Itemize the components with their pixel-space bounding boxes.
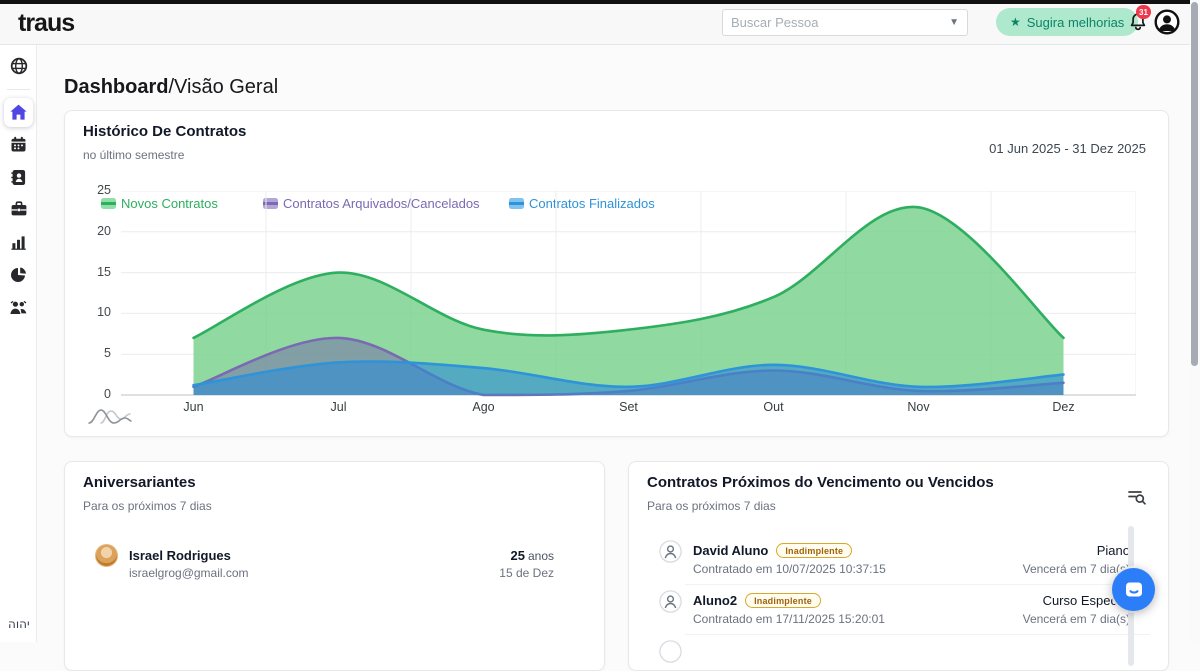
y-axis-tick: 20 <box>97 224 111 238</box>
status-badge: Inadimplente <box>745 593 821 608</box>
expiring-contracts-card: Contratos Próximos do Vencimento ou Venc… <box>628 461 1169 671</box>
x-axis-label: Jun <box>183 400 203 414</box>
y-axis-tick: 10 <box>97 305 111 319</box>
birthday-date: 15 de Dez <box>499 566 554 580</box>
sidebar: יהוה <box>0 45 37 642</box>
birthdays-card: Aniversariantes Para os próximos 7 dias … <box>64 461 605 671</box>
legend-swatch-blue <box>509 198 524 209</box>
card-subtitle: no último semestre <box>83 148 185 162</box>
legend-label: Novos Contratos <box>121 196 218 211</box>
chat-bubble-icon <box>1125 582 1142 596</box>
address-book-icon <box>11 169 26 185</box>
card-subtitle: Para os próximos 7 dias <box>83 499 212 513</box>
legend-contratos-finalizados[interactable]: Contratos Finalizados <box>509 196 655 211</box>
sidebar-item-statistics[interactable] <box>0 261 37 287</box>
top-loading-strip <box>0 0 1200 4</box>
legend-contratos-arquivados[interactable]: Contratos Arquivados/Cancelados <box>263 196 480 211</box>
sidebar-item-reports[interactable] <box>0 229 37 255</box>
breadcrumb: Dashboard/Visão Geral <box>64 76 278 99</box>
search-placeholder: Buscar Pessoa <box>731 15 819 30</box>
y-axis-tick: 15 <box>97 265 111 279</box>
sidebar-footer-text: יהוה <box>8 617 30 631</box>
chat-widget-button[interactable] <box>1112 568 1155 611</box>
globe-icon <box>10 57 27 75</box>
contracts-area-chart: Jun Jul Ago Set Out Nov Dez <box>121 191 1136 414</box>
card-title: Aniversariantes <box>83 474 196 491</box>
card-title: Contratos Próximos do Vencimento ou Venc… <box>647 474 994 491</box>
contract-date: Contratado em 10/07/2025 10:37:15 <box>693 562 886 576</box>
x-axis-label: Ago <box>472 400 494 414</box>
card-title: Histórico De Contratos <box>83 123 247 140</box>
y-axis-tick: 25 <box>97 183 111 197</box>
sidebar-item-home[interactable] <box>0 99 37 125</box>
bar-chart-icon <box>11 235 26 250</box>
app-logo: traus <box>18 9 75 37</box>
contract-due: Vencerá em 7 dia(s) <box>1022 612 1130 626</box>
legend-novos-contratos[interactable]: Novos Contratos <box>101 196 218 211</box>
x-axis-label: Nov <box>907 400 930 414</box>
legend-label: Contratos Finalizados <box>529 196 655 211</box>
sidebar-item-contacts[interactable] <box>0 164 37 190</box>
contract-course: Piano <box>1096 543 1130 558</box>
x-axis-label: Dez <box>1052 400 1074 414</box>
contract-due: Vencerá em 7 dia(s) <box>1022 562 1130 576</box>
y-axis-tick: 0 <box>104 387 111 401</box>
notification-count-badge: 31 <box>1136 5 1151 19</box>
top-bar: traus Buscar Pessoa ▼ ★ Sugira melhorias… <box>0 0 1200 45</box>
legend-swatch-purple <box>263 198 278 209</box>
sidebar-item-globe[interactable] <box>0 53 37 79</box>
contract-date: Contratado em 17/11/2025 15:20:01 <box>693 612 885 626</box>
person-photo-avatar <box>95 544 118 567</box>
legend-label: Contratos Arquivados/Cancelados <box>283 196 480 211</box>
sidebar-divider <box>7 89 30 90</box>
contracts-history-card: Histórico De Contratos no último semestr… <box>64 110 1169 437</box>
people-icon <box>10 300 27 314</box>
x-axis-label: Jul <box>331 400 347 414</box>
pie-chart-icon <box>11 266 26 282</box>
notifications-button[interactable]: 31 <box>1126 5 1152 36</box>
contract-course: Curso Especial <box>1042 593 1130 608</box>
mini-hills-icon <box>88 409 132 424</box>
sidebar-item-community[interactable] <box>0 294 37 320</box>
chevron-down-icon: ▼ <box>949 17 959 28</box>
card-subtitle: Para os próximos 7 dias <box>647 499 776 513</box>
x-axis-label: Set <box>619 400 638 414</box>
home-icon <box>10 104 27 120</box>
person-outline-icon <box>659 540 682 563</box>
page-scrollbar-thumb[interactable] <box>1191 2 1198 366</box>
sidebar-item-briefcase[interactable] <box>0 196 37 222</box>
status-badge: Inadimplente <box>776 543 853 558</box>
x-axis-label: Out <box>763 400 784 414</box>
legend-swatch-green <box>101 198 116 209</box>
suggest-improvements-label: Sugira melhorias <box>1026 14 1125 30</box>
y-axis-tick: 5 <box>104 346 111 360</box>
date-range-label: 01 Jun 2025 - 31 Dez 2025 <box>989 141 1146 156</box>
row-divider <box>685 634 1150 635</box>
calendar-icon <box>11 136 26 151</box>
page-scrollbar[interactable] <box>1190 0 1200 642</box>
row-divider <box>685 584 1150 585</box>
star-icon: ★ <box>1010 15 1021 29</box>
contract-person-name: David Aluno Inadimplente <box>693 543 853 558</box>
user-avatar[interactable] <box>1154 9 1180 35</box>
person-email: israelgrog@gmail.com <box>129 566 249 580</box>
person-name: Israel Rodrigues <box>129 548 231 563</box>
search-person-select[interactable]: Buscar Pessoa ▼ <box>722 9 968 36</box>
search-list-icon[interactable] <box>1126 486 1148 508</box>
briefcase-icon <box>11 201 26 216</box>
breadcrumb-page: /Visão Geral <box>168 76 279 98</box>
person-outline-icon <box>659 640 682 663</box>
person-age: 25 anos <box>510 548 555 563</box>
suggest-improvements-button[interactable]: ★ Sugira melhorias <box>996 8 1139 36</box>
breadcrumb-section: Dashboard <box>64 76 169 98</box>
sidebar-item-calendar[interactable] <box>0 131 37 157</box>
person-outline-icon <box>659 590 682 613</box>
contract-person-name: Aluno2 Inadimplente <box>693 593 821 608</box>
